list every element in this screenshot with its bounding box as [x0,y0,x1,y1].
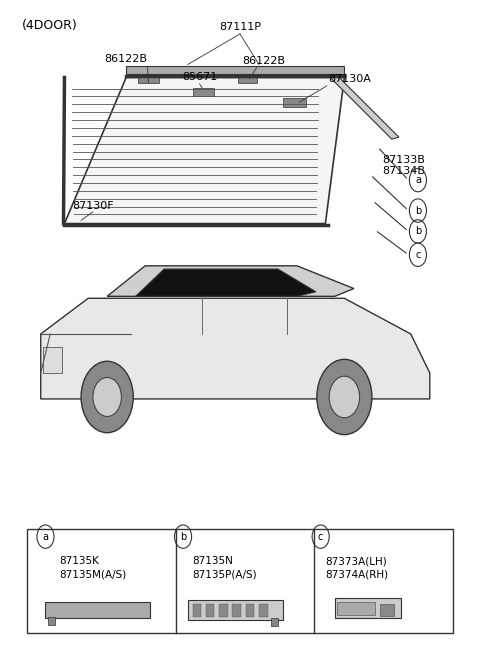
Text: 87111P: 87111P [219,22,261,32]
Bar [219,604,228,617]
Polygon shape [107,266,354,296]
Text: a: a [415,175,421,185]
Text: 87135M(A/S): 87135M(A/S) [60,569,127,579]
Bar [188,600,283,620]
Bar [337,601,375,614]
Text: 87135P(A/S): 87135P(A/S) [192,569,257,579]
Bar [259,604,267,617]
Text: 85671: 85671 [182,72,217,82]
Bar [206,604,215,617]
Text: (4DOOR): (4DOOR) [22,19,77,32]
Text: c: c [415,250,420,260]
Bar [126,66,344,73]
Bar [192,88,214,96]
Bar [43,347,62,373]
Text: 87135K: 87135K [60,556,99,567]
Text: 86122B: 86122B [242,56,285,66]
Bar [335,597,401,618]
Bar [26,529,454,633]
Bar [380,604,394,616]
Text: b: b [415,206,421,215]
Text: 87130A: 87130A [328,74,371,84]
Text: 86122B: 86122B [105,54,148,64]
Bar [283,98,306,107]
Circle shape [329,376,360,418]
Circle shape [317,360,372,435]
Text: 87135N: 87135N [192,556,233,567]
Text: c: c [318,532,324,542]
Bar [192,604,201,617]
Text: a: a [42,532,48,542]
Bar [138,75,159,83]
Text: b: b [415,227,421,236]
Bar [48,617,55,625]
Text: 87374A(RH): 87374A(RH) [325,569,388,579]
Circle shape [81,362,133,433]
Bar [238,75,257,83]
Bar [232,604,241,617]
Polygon shape [41,298,430,399]
Text: b: b [180,532,186,542]
Polygon shape [136,269,316,296]
Polygon shape [64,77,344,223]
Text: 87133B: 87133B [383,155,425,165]
Bar [271,618,278,626]
Text: 87134B: 87134B [383,166,425,176]
Bar [246,604,254,617]
Text: 87373A(LH): 87373A(LH) [325,556,387,567]
Text: 87130F: 87130F [72,200,114,211]
Bar [46,602,150,618]
Circle shape [93,377,121,417]
Polygon shape [330,75,399,139]
